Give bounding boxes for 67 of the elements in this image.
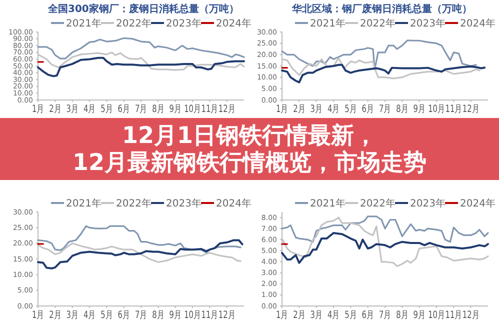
legend-label: 2023年: [166, 198, 202, 210]
x-tick-label: 6月: [362, 104, 378, 116]
legend-label: 2021年: [310, 18, 346, 30]
legend-label: 2022年: [360, 18, 396, 30]
line-series: [281, 64, 486, 84]
x-tick-label: 8月: [396, 104, 412, 116]
x-tick-label: 12月: [462, 104, 486, 116]
x-tick-label: 2月: [49, 310, 66, 322]
x-tick-label: 8月: [152, 310, 168, 322]
legend-label: 2023年: [166, 18, 202, 30]
x-tick-label: 9月: [413, 310, 430, 322]
x-tick-label: 5月: [100, 104, 117, 116]
legend-label: 2022年: [116, 18, 152, 30]
x-tick-label: 2月: [49, 104, 66, 116]
legend-label: 2024年: [460, 18, 496, 30]
x-tick-label: 12月: [218, 310, 242, 322]
legend-label: 2022年: [360, 198, 396, 210]
legend-label: 2021年: [66, 18, 102, 30]
x-tick-label: 6月: [118, 310, 134, 322]
x-tick-label: 4月: [83, 310, 100, 322]
x-tick-label: 7月: [134, 310, 152, 322]
x-tick-label: 5月: [344, 310, 361, 322]
text: 12月1日钢铁行情最新，12月最新钢铁行情概览，市场走势: [72, 122, 427, 176]
x-tick-label: 7月: [378, 104, 396, 116]
x-tick-label: 6月: [118, 104, 134, 116]
x-tick-label: 2月: [293, 310, 310, 322]
line-series: [37, 56, 245, 78]
legend-label: 2022年: [116, 198, 152, 210]
x-tick-label: 6月: [362, 310, 378, 322]
x-tick-label: 3月: [66, 310, 83, 322]
chart-title: 全国300家钢厂：废钢日消耗总量（万吨）: [47, 3, 239, 15]
legend-label: 2024年: [216, 198, 252, 210]
x-tick-label: 3月: [310, 310, 327, 322]
x-tick-label: 1月: [32, 104, 48, 116]
chart-title: 华北区域：钢厂废钢日消耗总量（万吨）: [291, 3, 472, 15]
line-series: [281, 216, 489, 243]
x-tick-label: 9月: [169, 104, 186, 116]
x-tick-label: 12月: [218, 104, 242, 116]
line-series: [37, 239, 244, 270]
x-tick-label: 12月: [462, 310, 486, 322]
x-tick-label: 8月: [396, 310, 412, 322]
x-tick-label: 9月: [413, 104, 430, 116]
x-tick-label: 1月: [276, 104, 292, 116]
legend-label: 2023年: [410, 18, 446, 30]
legend-label: 2024年: [460, 198, 496, 210]
legend-label: 2021年: [310, 198, 346, 210]
x-tick-label: 4月: [327, 104, 344, 116]
x-tick-label: 3月: [310, 104, 327, 116]
x-tick-label: 7月: [134, 104, 152, 116]
legend-label: 2024年: [216, 18, 252, 30]
legend-label: 2023年: [410, 198, 446, 210]
x-tick-label: 5月: [100, 310, 117, 322]
line-series: [37, 37, 245, 60]
line-series: [281, 232, 489, 264]
x-tick-label: 2月: [293, 104, 310, 116]
x-tick-label: 7月: [378, 310, 396, 322]
x-tick-label: 1月: [276, 310, 292, 322]
legend-label: 2021年: [66, 198, 102, 210]
x-tick-label: 4月: [83, 104, 100, 116]
x-tick-label: 3月: [66, 104, 83, 116]
x-tick-label: 8月: [152, 104, 168, 116]
line-series: [37, 225, 242, 254]
x-tick-label: 5月: [344, 104, 361, 116]
x-tick-label: 9月: [169, 310, 186, 322]
x-tick-label: 1月: [32, 310, 48, 322]
x-tick-label: 4月: [327, 310, 344, 322]
line-series: [281, 40, 477, 70]
